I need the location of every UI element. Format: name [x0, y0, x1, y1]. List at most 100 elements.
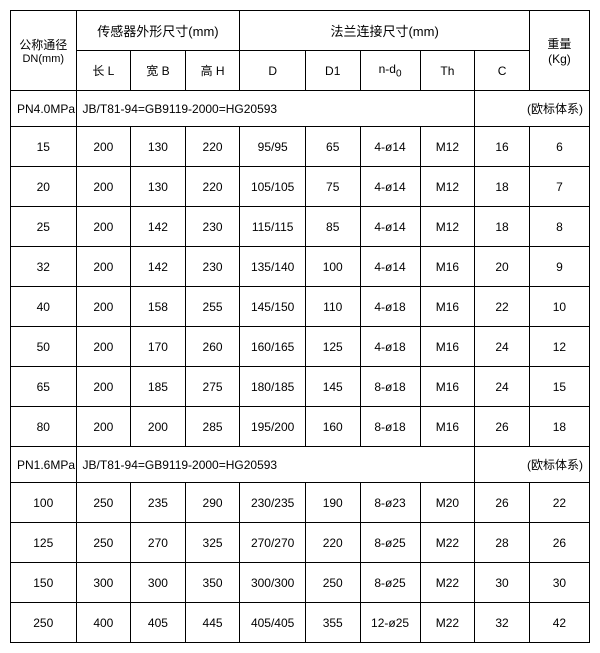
section-system-label: (欧标体系): [475, 91, 590, 127]
table-body: PN4.0MPaJB/T81-94=GB9119-2000=HG20593(欧标…: [11, 91, 590, 643]
col-D: D: [240, 51, 306, 91]
table-cell: 350: [185, 563, 240, 603]
table-cell: M22: [420, 523, 475, 563]
table-cell: 220: [185, 167, 240, 207]
table-cell: 18: [475, 207, 530, 247]
table-cell: 190: [305, 483, 360, 523]
table-cell: 150: [11, 563, 77, 603]
col-Th: Th: [420, 51, 475, 91]
section-pn-label: PN4.0MPa: [11, 91, 77, 127]
table-cell: M12: [420, 167, 475, 207]
table-cell: M12: [420, 127, 475, 167]
table-cell: 100: [11, 483, 77, 523]
table-cell: 4-ø14: [360, 127, 420, 167]
table-cell: 285: [185, 407, 240, 447]
table-cell: 22: [529, 483, 589, 523]
table-cell: 260: [185, 327, 240, 367]
table-cell: 230: [185, 207, 240, 247]
table-cell: 300/300: [240, 563, 306, 603]
table-row: 50200170260160/1651254-ø18M162412: [11, 327, 590, 367]
table-cell: 26: [529, 523, 589, 563]
table-cell: 9: [529, 247, 589, 287]
table-cell: 130: [131, 127, 186, 167]
table-cell: 145/150: [240, 287, 306, 327]
table-cell: 220: [185, 127, 240, 167]
table-cell: 50: [11, 327, 77, 367]
col-weight: 重量 (Kg): [529, 11, 589, 91]
table-cell: 200: [76, 127, 131, 167]
table-cell: 250: [305, 563, 360, 603]
table-row: 250400405445405/40535512-ø25M223242: [11, 603, 590, 643]
table-cell: M16: [420, 247, 475, 287]
table-cell: 4-ø14: [360, 167, 420, 207]
table-cell: 325: [185, 523, 240, 563]
table-cell: 100: [305, 247, 360, 287]
table-row: 100250235290230/2351908-ø23M202622: [11, 483, 590, 523]
table-cell: 200: [76, 207, 131, 247]
section-header-row: PN4.0MPaJB/T81-94=GB9119-2000=HG20593(欧标…: [11, 91, 590, 127]
col-C: C: [475, 51, 530, 91]
table-cell: 15: [11, 127, 77, 167]
nd0-sub: 0: [396, 68, 402, 79]
table-cell: 230/235: [240, 483, 306, 523]
table-cell: 235: [131, 483, 186, 523]
spec-table: 公称通径 DN(mm) 传感器外形尺寸(mm) 法兰连接尺寸(mm) 重量 (K…: [10, 10, 590, 643]
table-cell: 4-ø14: [360, 247, 420, 287]
section-header-row: PN1.6MPaJB/T81-94=GB9119-2000=HG20593(欧标…: [11, 447, 590, 483]
table-cell: 42: [529, 603, 589, 643]
table-cell: 135/140: [240, 247, 306, 287]
col-sensor-group: 传感器外形尺寸(mm): [76, 11, 240, 51]
table-cell: 125: [11, 523, 77, 563]
table-cell: 16: [475, 127, 530, 167]
col-dn: 公称通径 DN(mm): [11, 11, 77, 91]
table-cell: 10: [529, 287, 589, 327]
table-cell: 30: [529, 563, 589, 603]
table-row: 150300300350300/3002508-ø25M223030: [11, 563, 590, 603]
table-cell: 22: [475, 287, 530, 327]
table-cell: M16: [420, 407, 475, 447]
table-cell: 275: [185, 367, 240, 407]
table-cell: 230: [185, 247, 240, 287]
table-cell: 250: [76, 483, 131, 523]
col-H: 高 H: [185, 51, 240, 91]
table-row: 20200130220105/105754-ø14M12187: [11, 167, 590, 207]
table-cell: 300: [76, 563, 131, 603]
table-cell: 8-ø18: [360, 407, 420, 447]
table-cell: 445: [185, 603, 240, 643]
table-cell: 170: [131, 327, 186, 367]
section-standard-label: JB/T81-94=GB9119-2000=HG20593: [76, 91, 475, 127]
table-row: 1520013022095/95654-ø14M12166: [11, 127, 590, 167]
table-cell: M16: [420, 327, 475, 367]
table-cell: M20: [420, 483, 475, 523]
table-cell: 200: [76, 167, 131, 207]
table-cell: 160: [305, 407, 360, 447]
table-cell: 158: [131, 287, 186, 327]
table-cell: 400: [76, 603, 131, 643]
table-cell: 195/200: [240, 407, 306, 447]
section-pn-label: PN1.6MPa: [11, 447, 77, 483]
table-cell: 200: [76, 407, 131, 447]
table-cell: 20: [11, 167, 77, 207]
table-cell: 220: [305, 523, 360, 563]
col-L: 长 L: [76, 51, 131, 91]
table-cell: 4-ø18: [360, 287, 420, 327]
col-nd0: n-d0: [360, 51, 420, 91]
table-cell: 185: [131, 367, 186, 407]
table-cell: 105/105: [240, 167, 306, 207]
table-cell: 8: [529, 207, 589, 247]
header-row-1: 公称通径 DN(mm) 传感器外形尺寸(mm) 法兰连接尺寸(mm) 重量 (K…: [11, 11, 590, 51]
table-cell: 125: [305, 327, 360, 367]
table-cell: 18: [475, 167, 530, 207]
table-cell: 15: [529, 367, 589, 407]
table-cell: 200: [76, 287, 131, 327]
table-cell: 300: [131, 563, 186, 603]
table-cell: M16: [420, 367, 475, 407]
header-row-2: 长 L 宽 B 高 H D D1 n-d0 Th C: [11, 51, 590, 91]
table-cell: 160/165: [240, 327, 306, 367]
table-cell: 65: [305, 127, 360, 167]
table-cell: 26: [475, 407, 530, 447]
table-cell: 405/405: [240, 603, 306, 643]
table-cell: 28: [475, 523, 530, 563]
col-D1: D1: [305, 51, 360, 91]
table-cell: 405: [131, 603, 186, 643]
